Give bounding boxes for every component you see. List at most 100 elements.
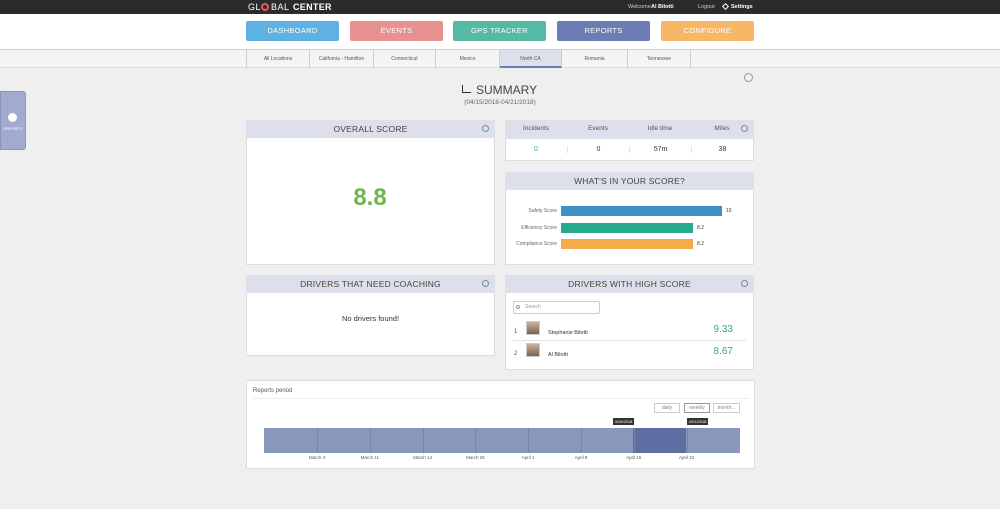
summary-title: SUMMARY — [476, 83, 538, 97]
driver-avatar — [526, 321, 540, 335]
timeline-divider — [633, 428, 635, 453]
stat-header: Events — [588, 125, 608, 132]
timeline-label: March 4 — [308, 455, 326, 460]
card-header: WHAT'S IN YOUR SCORE? — [505, 172, 754, 190]
driver-score: 9.33 — [713, 324, 733, 335]
location-tab[interactable]: Connecticut — [374, 50, 436, 68]
timeline-divider — [581, 428, 582, 453]
timeline-divider — [475, 428, 477, 453]
timeline-label: April 1 — [521, 455, 535, 460]
timeline-divider — [422, 428, 424, 453]
nav-label: CONFIGURE — [683, 26, 732, 35]
timeline-selection[interactable] — [633, 428, 686, 453]
driver-avatar — [526, 343, 540, 357]
timeline-divider — [528, 428, 530, 453]
timeline-label: April 8 — [574, 455, 588, 460]
logo-bold: CENTER — [293, 2, 332, 12]
timeline-label: March 25 — [466, 455, 485, 460]
card-header: DRIVERS THAT NEED COACHING — [246, 275, 495, 293]
summary-icon — [462, 85, 471, 93]
location-tab[interactable]: Mexico — [436, 50, 500, 68]
stat-value: 0 — [567, 146, 629, 153]
score-value: 8.2 — [697, 241, 704, 247]
location-tab[interactable]: California - Hamilton — [310, 50, 374, 68]
row-divider — [512, 340, 746, 341]
driver-rank: 1 — [514, 329, 518, 335]
location-tab[interactable]: North CA — [500, 50, 562, 68]
period-title: Reports period — [253, 388, 293, 394]
location-tab[interactable]: Tennessee — [628, 50, 691, 68]
search-input[interactable] — [513, 301, 600, 314]
settings[interactable]: Settings — [731, 4, 753, 10]
nav-button[interactable]: DASHBOARD — [246, 21, 339, 41]
timeline-label: April 15 — [626, 455, 642, 460]
period-divider — [252, 398, 749, 399]
info-icon — [482, 280, 489, 287]
timeline-divider — [686, 428, 688, 453]
side-tab-label[interactable]: REPORTS — [3, 126, 23, 131]
logo-left: GL — [248, 2, 262, 12]
summary-dates: (04/15/2018-04/21/2018) — [464, 99, 536, 106]
range-start-label: 4/15/2018 — [613, 418, 634, 425]
card-header: DRIVERS WITH HIGH SCORE — [505, 275, 754, 293]
score-label: Compliance Score — [516, 241, 557, 247]
print-icon — [744, 73, 753, 82]
card-header: OVERALL SCORE — [246, 120, 495, 138]
stat-value: 0 — [534, 146, 538, 153]
logo-globe — [261, 3, 269, 11]
driver-name: Al Bilotti — [548, 352, 568, 358]
stats-header-band — [505, 120, 754, 139]
timeline-label: April 22 — [678, 455, 695, 460]
stat-value: 38 — [691, 146, 753, 153]
period-button[interactable]: daily — [654, 403, 680, 413]
nav-button[interactable]: CONFIGURE — [661, 21, 754, 41]
period-button[interactable]: weekly — [684, 403, 710, 413]
search-placeholder: Search — [525, 304, 541, 310]
score-label: Safety Score — [528, 208, 557, 214]
score-label: Efficiency Score — [521, 224, 557, 231]
timeline-label: March 14 — [413, 455, 432, 460]
stat-header: Incidents — [522, 125, 550, 132]
period-card — [246, 380, 755, 469]
nav-button[interactable]: EVENTS — [350, 21, 443, 41]
timeline-divider — [317, 428, 318, 453]
stat-header: Miles — [714, 125, 730, 132]
nav-button[interactable]: GPS TRACKER — [453, 21, 546, 41]
logo-right: BAL — [271, 2, 290, 12]
overall-card — [246, 120, 495, 265]
stat-header: Idle time — [647, 125, 673, 132]
score-bar — [561, 222, 694, 233]
user-name: Al Bilotti — [651, 4, 674, 10]
score-bar — [561, 206, 722, 216]
side-tab-icon — [8, 113, 17, 122]
score-value: 10 — [726, 208, 732, 214]
search-icon — [516, 305, 520, 309]
location-tab[interactable]: Romania — [562, 50, 628, 68]
overall-score: 8.8 — [353, 184, 387, 211]
nav-label: DASHBOARD — [267, 26, 318, 35]
empty-message: No drivers found! — [341, 314, 400, 323]
nav-label: EVENTS — [380, 26, 413, 35]
period-button[interactable]: month... — [713, 403, 740, 413]
info-icon — [741, 125, 748, 132]
score-value: 8.2 — [697, 224, 704, 231]
stat-value: 57m — [629, 146, 691, 153]
nav-button[interactable]: REPORTS — [557, 21, 650, 41]
welcome: Welcome — [628, 4, 651, 10]
score-bar — [561, 239, 694, 249]
logout[interactable]: Logout — [698, 4, 715, 10]
info-icon — [482, 125, 489, 132]
nav-label: REPORTS — [584, 26, 623, 35]
range-end-label: 4/21/2018 — [687, 418, 708, 425]
driver-score: 8.67 — [713, 346, 733, 357]
nav-label: GPS TRACKER — [471, 26, 528, 35]
location-tab[interactable]: All Locations — [246, 50, 310, 68]
driver-rank: 2 — [514, 351, 518, 357]
driver-name: Stephanie Bilotti — [548, 330, 588, 336]
timeline-label: March 11 — [360, 455, 380, 460]
info-icon — [741, 280, 748, 287]
top-bar — [0, 0, 1000, 14]
timeline-divider — [369, 428, 371, 453]
